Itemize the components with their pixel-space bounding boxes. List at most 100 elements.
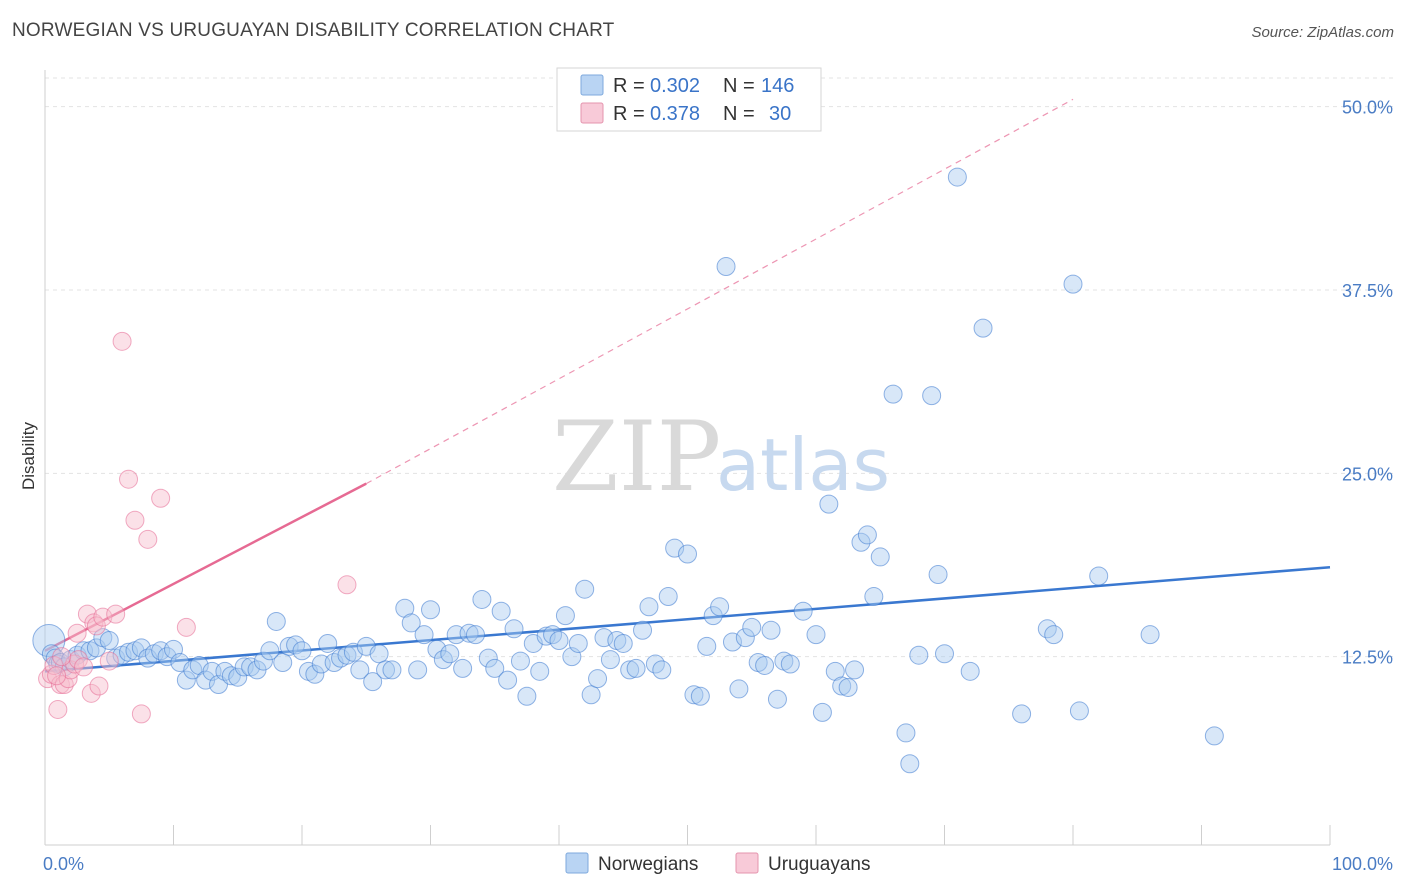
data-point (138, 529, 158, 549)
data-point (52, 647, 72, 667)
data-point (93, 607, 113, 627)
data-point (845, 660, 865, 680)
data-point (780, 654, 800, 674)
watermark-atlas: atlas (716, 423, 890, 507)
data-point (510, 651, 530, 671)
data-point (81, 683, 101, 703)
data-point (896, 723, 916, 743)
data-point (350, 660, 370, 680)
data-point (594, 628, 614, 648)
y-tick-label: 50.0% (1342, 98, 1393, 118)
data-point (157, 647, 177, 667)
data-point (478, 648, 498, 668)
legend-r-value-1: 0.302 (650, 75, 700, 97)
data-point (832, 676, 852, 696)
data-point (742, 617, 762, 637)
data-point (414, 625, 434, 645)
data-point (812, 702, 832, 722)
bottom-legend: Norwegians Uruguayans (565, 852, 870, 875)
data-point (260, 641, 280, 661)
data-point (74, 657, 94, 677)
data-point (99, 651, 119, 671)
data-point (266, 611, 286, 631)
x-tick-label: 100.0% (1332, 854, 1393, 874)
data-point (960, 661, 980, 681)
data-point (928, 565, 948, 585)
data-point (363, 672, 383, 692)
data-point (382, 660, 402, 680)
data-point (234, 657, 254, 677)
data-point (279, 636, 299, 656)
data-point (678, 544, 697, 564)
legend-swatch-norwegians (580, 74, 604, 96)
data-point (106, 604, 126, 624)
data-point (530, 661, 550, 681)
data-point (947, 167, 967, 187)
watermark-zip: ZIP (552, 401, 721, 513)
data-point (131, 704, 151, 724)
data-point (401, 613, 421, 633)
data-point (900, 754, 920, 774)
data-point (755, 655, 775, 675)
data-point (61, 660, 81, 680)
data-point (716, 257, 736, 277)
data-point (883, 384, 903, 404)
data-point (639, 597, 659, 617)
data-point (922, 386, 942, 406)
data-point (588, 669, 608, 689)
trend-lines (44, 98, 1331, 673)
data-point (652, 660, 672, 680)
data-point (581, 685, 601, 705)
data-point (491, 601, 511, 621)
data-point (67, 623, 87, 643)
data-point (973, 318, 993, 338)
data-point (131, 638, 151, 658)
y-axis-label: Disability (19, 421, 38, 490)
data-point (485, 658, 505, 678)
data-point (620, 660, 640, 680)
source-label: Source: ZipAtlas.com (1251, 24, 1394, 41)
watermark: ZIP atlas (552, 401, 890, 513)
data-point (408, 660, 428, 680)
x-tick-label: 0.0% (43, 854, 84, 874)
data-point (517, 686, 537, 706)
data-point (626, 658, 646, 678)
data-point (1140, 625, 1160, 645)
data-point (112, 331, 132, 351)
data-point (421, 600, 440, 620)
data-point (453, 658, 473, 678)
legend-n-value-2: 30 (769, 103, 791, 125)
data-point (735, 628, 755, 648)
data-point (48, 699, 68, 719)
data-point (337, 575, 357, 595)
data-point (427, 639, 447, 659)
data-point (857, 525, 877, 545)
data-point (176, 617, 196, 637)
data-point (176, 670, 196, 690)
trend-line-uruguayans (44, 482, 367, 652)
data-point (684, 685, 704, 705)
data-point (119, 469, 139, 489)
data-point (440, 644, 460, 664)
series-norwegians (32, 167, 1224, 774)
data-points (32, 167, 1224, 774)
data-point (125, 510, 145, 530)
data-point (793, 601, 813, 621)
data-point (318, 633, 338, 653)
data-point (376, 660, 396, 680)
data-point (761, 620, 781, 640)
data-point (292, 641, 312, 661)
bottom-legend-swatch-uruguayans (735, 852, 759, 874)
bottom-legend-norwegians: Norwegians (598, 854, 698, 875)
data-point (549, 631, 569, 651)
tick-labels: 12.5% 25.0% 37.5% 50.0% 0.0% 100.0% (43, 98, 1393, 874)
data-point (228, 667, 248, 687)
data-point (838, 677, 858, 697)
data-point (819, 494, 839, 514)
data-point (722, 632, 742, 652)
legend-n-value-1: 146 (761, 75, 794, 97)
data-point (658, 587, 678, 607)
data-point (806, 625, 826, 645)
data-point (1063, 274, 1083, 294)
